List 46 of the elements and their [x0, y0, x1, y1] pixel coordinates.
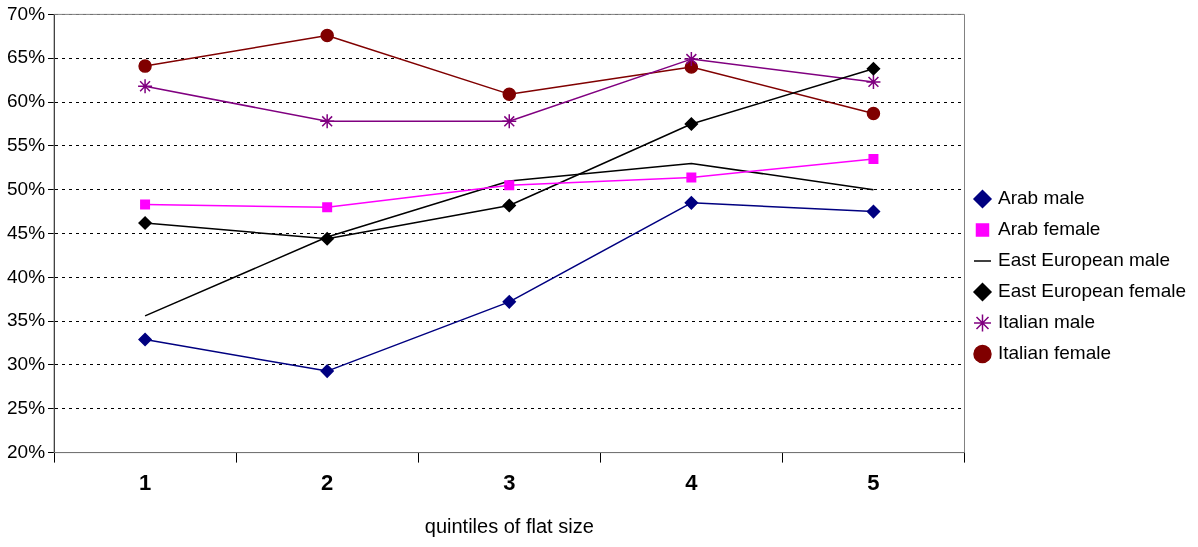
point [504, 180, 515, 191]
point [684, 196, 699, 210]
point [868, 154, 879, 164]
x-tick-label: 2 [321, 469, 334, 495]
y-tick-label: 45% [7, 221, 46, 243]
point [686, 172, 697, 183]
point [866, 61, 881, 76]
y-tick-label: 65% [7, 46, 46, 68]
y-tick-label: 20% [7, 440, 46, 462]
point [866, 204, 881, 219]
point [502, 295, 517, 309]
y-tick-label: 40% [7, 265, 46, 287]
legend-label: East European female [997, 280, 1187, 302]
point [137, 78, 153, 95]
y-tick-label: 30% [7, 353, 46, 375]
point [501, 113, 518, 130]
legend-label: Italian female [997, 342, 1112, 364]
point [319, 113, 335, 130]
legend-label: East European male [997, 249, 1171, 271]
y-tick-label: 70% [7, 2, 46, 24]
point [322, 202, 333, 213]
point [140, 199, 151, 210]
legend-label: Arab male [997, 187, 1085, 209]
point [502, 198, 517, 213]
y-tick-label: 60% [7, 90, 46, 112]
point [684, 117, 699, 131]
point [502, 87, 517, 101]
y-tick-label: 50% [7, 177, 46, 199]
point [866, 106, 881, 121]
point [320, 364, 334, 378]
x-tick-label: 1 [138, 469, 152, 495]
legend-label: Italian male [997, 311, 1096, 333]
point [138, 59, 152, 73]
legend-label: Arab female [997, 218, 1101, 240]
y-tick-label: 55% [7, 134, 46, 156]
point [138, 332, 152, 347]
point [138, 216, 152, 230]
y-tick-label: 25% [7, 397, 46, 419]
x-tick-label: 4 [685, 469, 699, 495]
y-tick-label: 35% [7, 309, 46, 331]
point [865, 74, 882, 90]
point [320, 28, 334, 43]
x-axis-title: quintiles of flat size [424, 514, 594, 537]
point [683, 51, 700, 67]
x-tick-label: 5 [867, 469, 880, 495]
x-tick-label: 3 [503, 469, 516, 495]
